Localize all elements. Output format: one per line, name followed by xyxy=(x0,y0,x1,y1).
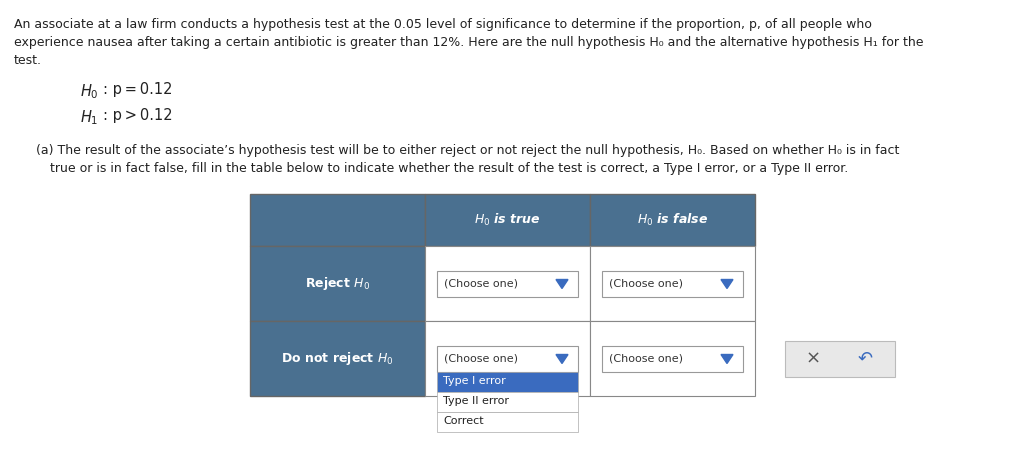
Text: An associate at a law firm conducts a hypothesis test at the 0.05 level of signi: An associate at a law firm conducts a hy… xyxy=(14,18,871,31)
Text: true or is in fact false, fill in the table below to indicate whether the result: true or is in fact false, fill in the ta… xyxy=(50,162,848,175)
Bar xyxy=(250,246,425,321)
Text: $H_1$: $H_1$ xyxy=(80,108,99,126)
Bar xyxy=(590,321,755,396)
Bar xyxy=(602,270,743,296)
Bar xyxy=(425,194,590,246)
Text: experience nausea after taking a certain antibiotic is greater than 12%. Here ar: experience nausea after taking a certain… xyxy=(14,36,923,49)
Text: (Choose one): (Choose one) xyxy=(444,354,518,363)
Polygon shape xyxy=(721,354,733,363)
Text: Type II error: Type II error xyxy=(443,396,509,406)
Bar xyxy=(425,246,590,321)
Text: (Choose one): (Choose one) xyxy=(609,278,683,288)
Bar xyxy=(437,391,578,412)
Text: Do not reject $H_0$: Do not reject $H_0$ xyxy=(281,350,394,367)
Text: $H_0$: $H_0$ xyxy=(80,82,99,101)
Text: : p > 0.12: : p > 0.12 xyxy=(103,108,173,123)
Bar xyxy=(437,270,578,296)
Bar xyxy=(785,340,895,377)
Text: (Choose one): (Choose one) xyxy=(609,354,683,363)
Text: test.: test. xyxy=(14,54,42,67)
Bar xyxy=(590,246,755,321)
Text: (Choose one): (Choose one) xyxy=(444,278,518,288)
Text: Type I error: Type I error xyxy=(443,377,506,387)
Polygon shape xyxy=(556,279,568,288)
Bar xyxy=(437,371,578,391)
Text: $H_0$ is false: $H_0$ is false xyxy=(637,212,709,228)
Bar xyxy=(425,321,590,396)
Text: ↶: ↶ xyxy=(857,349,872,368)
Bar xyxy=(250,321,425,396)
Bar xyxy=(437,412,578,431)
Bar xyxy=(602,346,743,371)
Polygon shape xyxy=(556,354,568,363)
Text: $H_0$ is true: $H_0$ is true xyxy=(474,212,541,228)
Bar xyxy=(590,194,755,246)
Text: : p = 0.12: : p = 0.12 xyxy=(103,82,172,97)
Bar xyxy=(437,346,578,371)
Text: Correct: Correct xyxy=(443,416,484,427)
Polygon shape xyxy=(721,279,733,288)
Text: ×: × xyxy=(805,349,821,368)
Bar xyxy=(250,194,425,246)
Text: (a) The result of the associate’s hypothesis test will be to either reject or no: (a) The result of the associate’s hypoth… xyxy=(36,144,899,157)
Text: Reject $H_0$: Reject $H_0$ xyxy=(305,275,370,292)
